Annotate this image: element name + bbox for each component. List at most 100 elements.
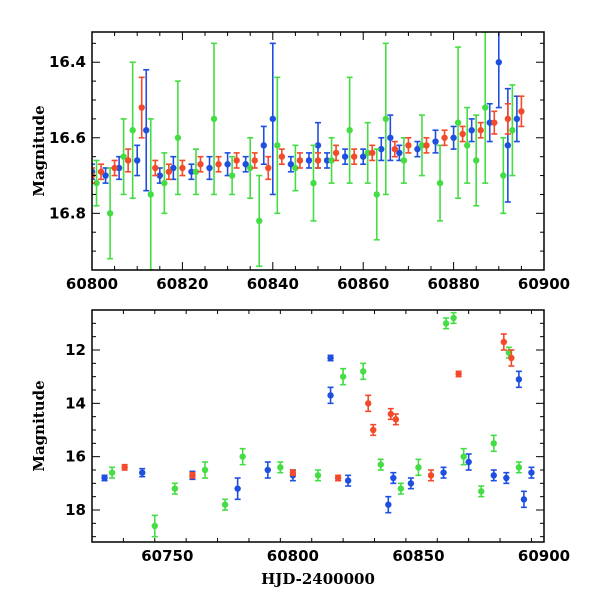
data-point (296, 157, 304, 164)
data-point (341, 153, 349, 160)
data-point (387, 410, 395, 418)
data-point (143, 127, 150, 134)
data-point (170, 164, 177, 172)
data-point (152, 164, 159, 172)
series-2 (121, 333, 515, 482)
data-point (121, 464, 128, 471)
data-point (459, 130, 466, 138)
data-point (256, 217, 263, 225)
data-point (139, 469, 146, 476)
data-point (165, 168, 173, 175)
data-point (490, 440, 497, 447)
data-point (334, 474, 342, 482)
data-point (287, 161, 295, 168)
x-tick-label: 60800 (267, 547, 319, 565)
data-point (407, 480, 415, 487)
data-point (415, 464, 422, 471)
data-point (247, 164, 254, 172)
data-point (373, 191, 380, 198)
series-0 (101, 354, 535, 514)
data-point (278, 153, 286, 160)
data-point (441, 134, 448, 141)
data-point (392, 416, 400, 423)
data-point (260, 142, 267, 149)
data-point (179, 164, 186, 172)
data-point (455, 370, 462, 378)
data-point (385, 501, 392, 508)
data-point (206, 164, 213, 172)
data-point (482, 104, 489, 111)
data-point (423, 142, 430, 149)
x-tick-label: 60880 (428, 275, 480, 293)
data-point (463, 142, 471, 149)
data-point (440, 469, 447, 476)
data-point (277, 464, 284, 471)
data-point (365, 400, 372, 407)
data-point (454, 119, 462, 126)
data-point (436, 179, 444, 187)
data-point (332, 149, 340, 157)
data-point (156, 172, 163, 179)
data-point (138, 104, 145, 111)
data-point (344, 477, 352, 484)
top-panel-plot: 60800 60820 60840 60860 60880 60900 16.4 16.6 16… (30, 31, 570, 293)
y-tick-label: 16 (65, 448, 86, 466)
data-point (171, 485, 179, 492)
data-point (350, 153, 358, 160)
data-point (382, 115, 389, 123)
data-point (495, 59, 502, 66)
data-point (478, 488, 485, 495)
data-point (264, 466, 271, 474)
data-point (221, 501, 229, 508)
data-point (265, 164, 272, 172)
x-tick-label: 60840 (247, 275, 299, 293)
data-point (292, 164, 299, 172)
x-tick-label: 60900 (518, 275, 570, 293)
data-point (432, 138, 439, 145)
data-point (102, 172, 109, 179)
plot-frame-1 (91, 309, 545, 543)
data-point (390, 474, 397, 482)
data-point (450, 134, 457, 141)
data-point (414, 145, 421, 153)
series-1 (93, 32, 516, 270)
y-axis-title: Magnitude (30, 105, 48, 196)
data-point (364, 149, 371, 157)
data-point (242, 161, 249, 168)
data-point (370, 426, 377, 434)
data-point (520, 496, 528, 503)
data-point (93, 179, 100, 187)
data-point (528, 469, 535, 476)
data-point (115, 164, 123, 172)
data-point (251, 157, 258, 164)
data-point (314, 157, 322, 164)
data-point (161, 179, 168, 187)
data-point (477, 127, 484, 134)
x-tick-label: 60860 (337, 275, 389, 293)
data-point (460, 453, 467, 460)
data-point (192, 168, 200, 175)
data-point (274, 142, 281, 149)
data-point (377, 461, 384, 468)
data-point (310, 179, 317, 187)
y-tick-label: 18 (65, 501, 86, 519)
data-point (442, 320, 450, 327)
data-point (234, 485, 241, 492)
data-point (239, 453, 246, 460)
bottom-panel-plot: 60750 60800 60850 60900 12 14 16 18 Magnitude HJD… (30, 309, 570, 588)
series-0 (92, 32, 521, 203)
data-point (397, 485, 405, 492)
data-point (314, 472, 322, 479)
data-point (189, 472, 196, 479)
data-point (490, 472, 497, 479)
x-tick-label: 60800 (66, 275, 118, 293)
data-point (465, 458, 472, 466)
data-point (515, 464, 523, 471)
data-point (468, 127, 475, 134)
data-point (360, 368, 367, 375)
data-point (269, 115, 276, 123)
data-point (210, 115, 218, 123)
data-point (106, 210, 114, 217)
x-tick-label: 60850 (392, 547, 444, 565)
